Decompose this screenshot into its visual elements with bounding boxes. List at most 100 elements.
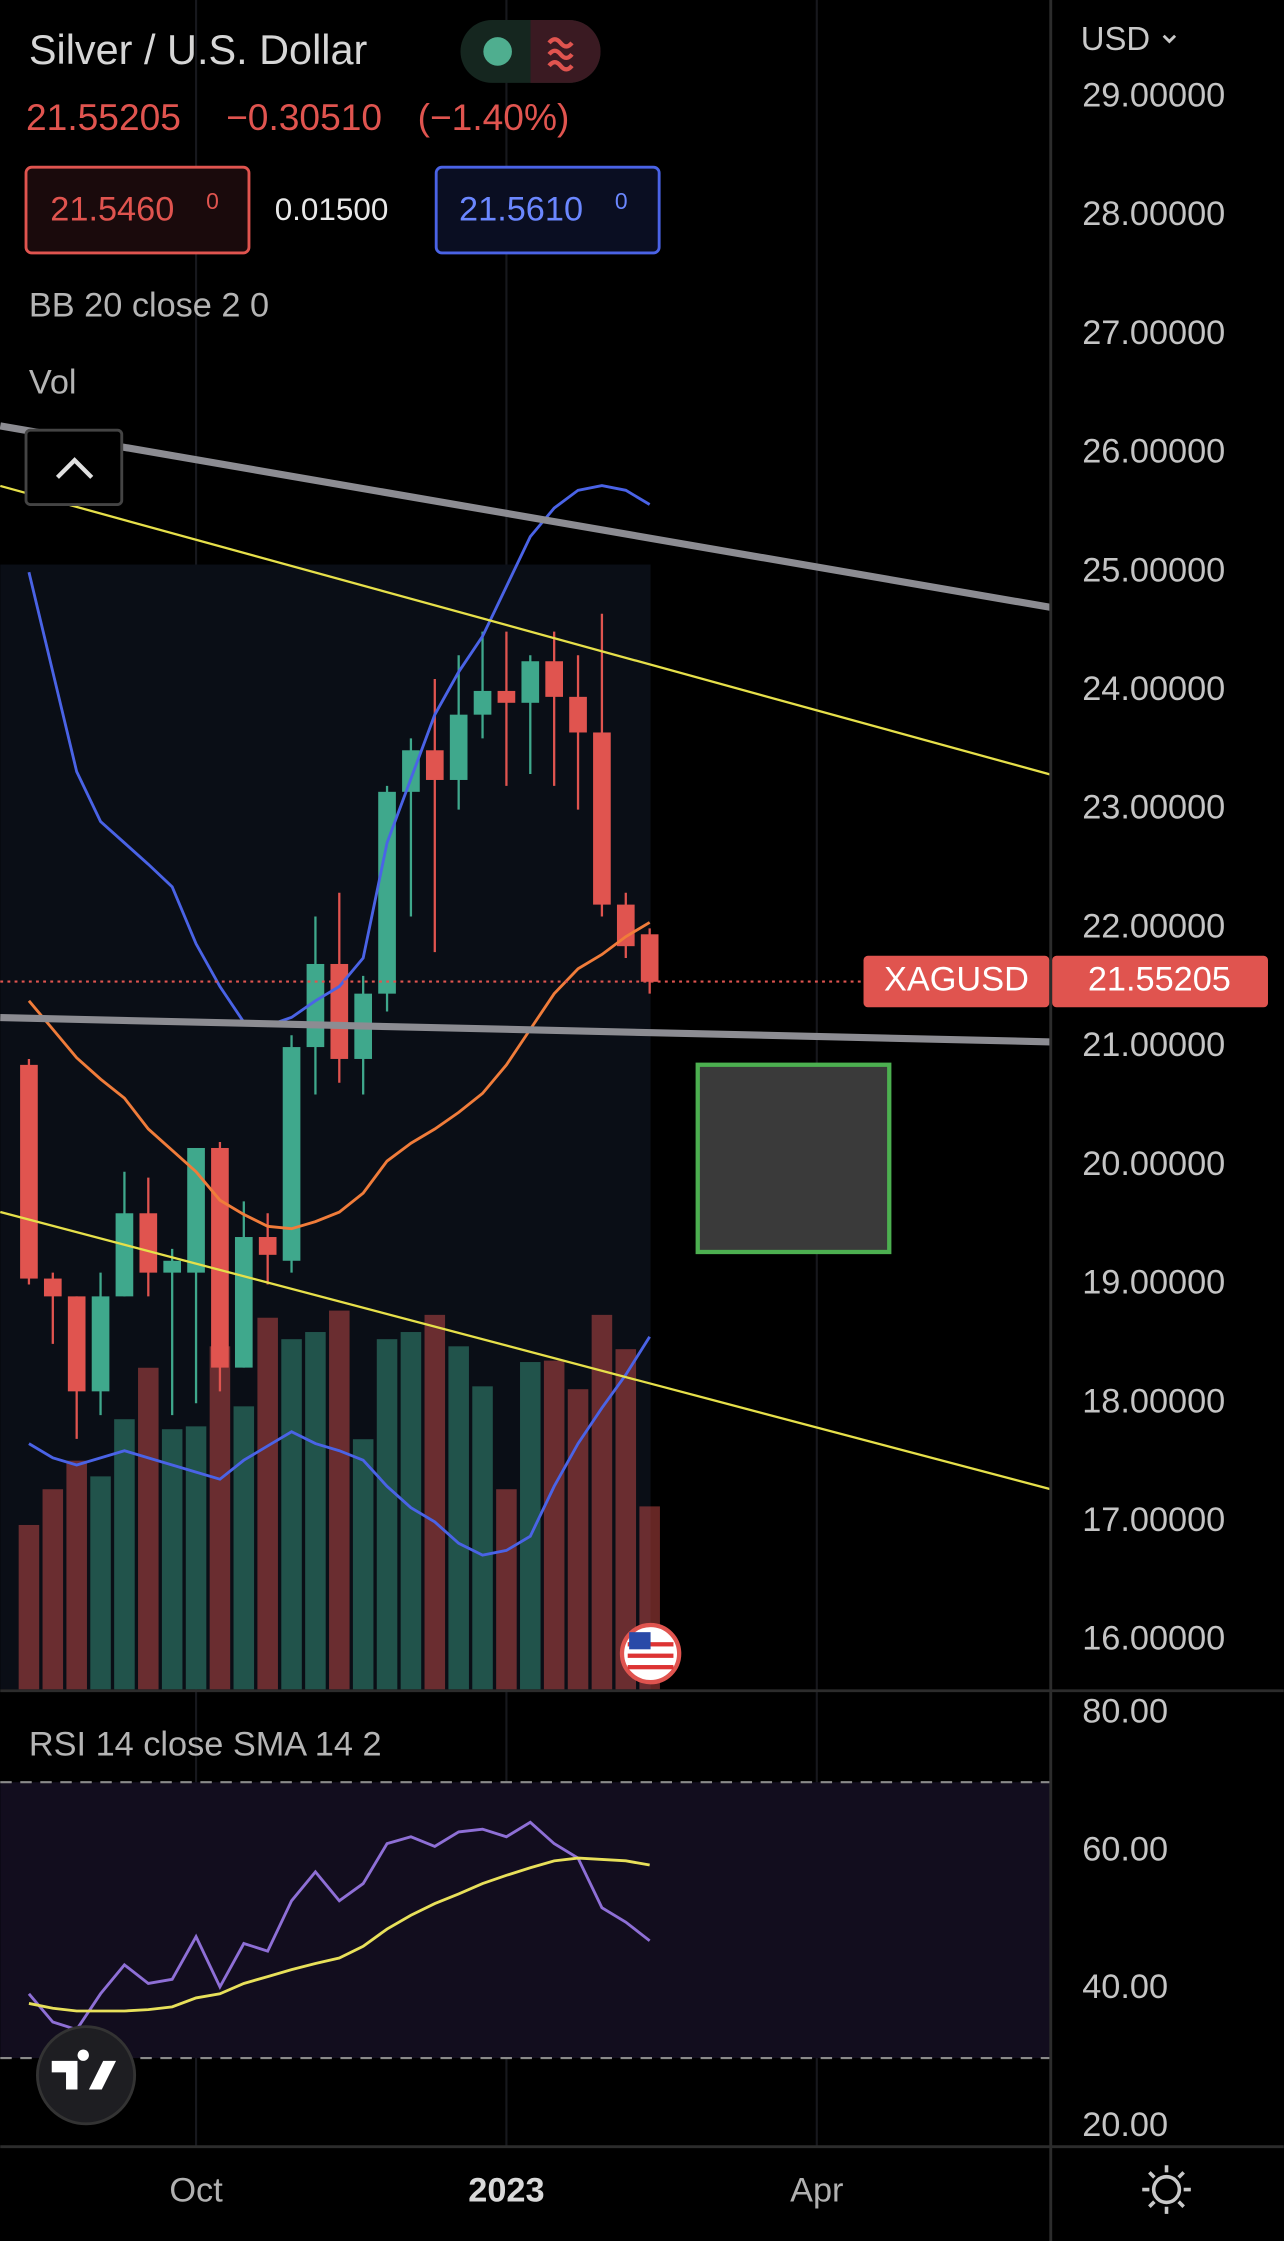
flag-canton: [629, 1632, 651, 1650]
tradingview-logo[interactable]: [36, 2025, 137, 2126]
candle-body: [20, 1064, 38, 1279]
volume-bar: [257, 1317, 278, 1690]
y-tick-label: 20.00000: [1082, 1145, 1225, 1183]
candle-body: [545, 661, 564, 697]
buy-button[interactable]: 21.5610 0: [434, 165, 661, 255]
candle-body: [497, 690, 516, 703]
symbol-tag-bg: [863, 955, 1050, 1008]
candle-body: [211, 1147, 229, 1368]
volume-bar: [42, 1489, 64, 1690]
market-status-pill[interactable]: [460, 20, 601, 83]
candle-body: [234, 1237, 253, 1368]
flag-stripe: [627, 1653, 674, 1658]
status-icon: [547, 37, 574, 72]
candle-body: [378, 791, 396, 994]
pill-right: [530, 20, 601, 83]
x-tick-label: 2023: [468, 2171, 544, 2209]
candle-body: [67, 1296, 86, 1392]
volume-bar: [233, 1406, 255, 1690]
volume-bar: [352, 1439, 374, 1690]
y-tick-label: 29.00000: [1082, 76, 1225, 114]
y-tick-label: 25.00000: [1082, 551, 1225, 589]
chevron-up: [55, 457, 94, 479]
volume-bar: [161, 1429, 183, 1690]
candle-body: [282, 1047, 301, 1261]
logo-mark: [51, 2049, 117, 2090]
volume-bar: [543, 1360, 565, 1690]
currency: USD: [1081, 20, 1150, 57]
axes-layer: 29.00000 28.00000 27.00000 26.00000 25.00000…: [169, 76, 1268, 2209]
target-box: [695, 1062, 892, 1255]
y-tick-label: 16.00000: [1082, 1620, 1225, 1658]
indicator-line: [27, 1820, 651, 2032]
band-shade: [0, 564, 651, 1690]
last-price: 21.55205: [26, 96, 181, 138]
volume-layer: [18, 1310, 660, 1690]
bid-sup: 0: [206, 188, 219, 214]
overlay-layer: XAGUSD: [0, 955, 1050, 1008]
candle-body: [402, 750, 420, 792]
candle-body: [640, 934, 659, 982]
logo-circle: [36, 2025, 137, 2126]
y-tick-label: 23.00000: [1082, 789, 1225, 827]
candle-body: [163, 1260, 182, 1273]
y-tick-label: 80.00: [1082, 1693, 1168, 1731]
volume-bar: [472, 1386, 493, 1690]
currency-selector[interactable]: USD: [1081, 20, 1177, 57]
country-flag[interactable]: [619, 1622, 682, 1685]
symbol-tag: XAGUSD: [884, 961, 1029, 999]
y-tick-label: 19.00000: [1082, 1264, 1225, 1302]
trend-line: [0, 1210, 1052, 1491]
candle-body: [616, 904, 635, 947]
price-change-pct: (−1.40%): [418, 96, 570, 138]
volume-bar: [66, 1460, 87, 1690]
y-tick-label: 28.00000: [1082, 195, 1225, 233]
volume-bar: [138, 1367, 159, 1690]
volume-bar: [185, 1426, 207, 1690]
symbol-title: Silver / U.S. Dollar: [29, 26, 368, 73]
theme-toggle[interactable]: [1142, 2165, 1191, 2214]
volume-bar: [329, 1310, 350, 1690]
candle-body: [473, 690, 492, 715]
status-dot: [483, 37, 512, 66]
volume-bar: [114, 1419, 135, 1690]
x-tick-label: Oct: [169, 2171, 223, 2209]
trend-line: [0, 1014, 1051, 1046]
candle-body: [115, 1213, 134, 1297]
candle-body: [258, 1237, 277, 1255]
candle-body: [425, 750, 444, 780]
candle-body: [593, 732, 611, 905]
y-tick-label: 18.00000: [1082, 1382, 1225, 1420]
spread: 0.01500: [275, 192, 389, 227]
sell-box: [24, 165, 251, 255]
y-tick-label: 24.00000: [1082, 670, 1225, 708]
collapse-button[interactable]: [24, 428, 124, 506]
volume-bar: [448, 1346, 469, 1690]
volume-bar: [520, 1362, 541, 1690]
currency-chevron: [1162, 34, 1177, 44]
volume-bar: [496, 1489, 517, 1690]
y-tick-label: 40.00: [1082, 1968, 1168, 2006]
y-tick-label: 21.00000: [1082, 1026, 1225, 1064]
sun-core: [1151, 2174, 1182, 2205]
price-change: −0.30510: [226, 96, 382, 138]
volume-bar: [591, 1314, 613, 1690]
x-tick-label: Apr: [790, 2171, 843, 2209]
volume-bar: [281, 1339, 302, 1690]
y-tick-label: 22.00000: [1082, 907, 1225, 945]
volume-bar: [18, 1524, 40, 1690]
y-tick-label: 26.00000: [1082, 433, 1225, 471]
candle-body: [569, 696, 587, 733]
indicator-label: BB 20 close 2 0: [29, 286, 269, 324]
indicator-line: [28, 1335, 651, 1557]
candle-body: [91, 1296, 110, 1392]
volume-bar: [615, 1349, 637, 1690]
sun-rays: [1142, 2165, 1191, 2214]
y-tick-label: 60.00: [1082, 1830, 1168, 1868]
candle-body: [521, 661, 540, 703]
volume-bar: [424, 1314, 446, 1690]
sell-button[interactable]: 21.5460 0: [24, 165, 251, 255]
rsi-label: RSI 14 close SMA 14 2: [29, 1726, 382, 1764]
y-tick-label: 27.00000: [1082, 314, 1225, 352]
volume-bar: [209, 1346, 231, 1690]
